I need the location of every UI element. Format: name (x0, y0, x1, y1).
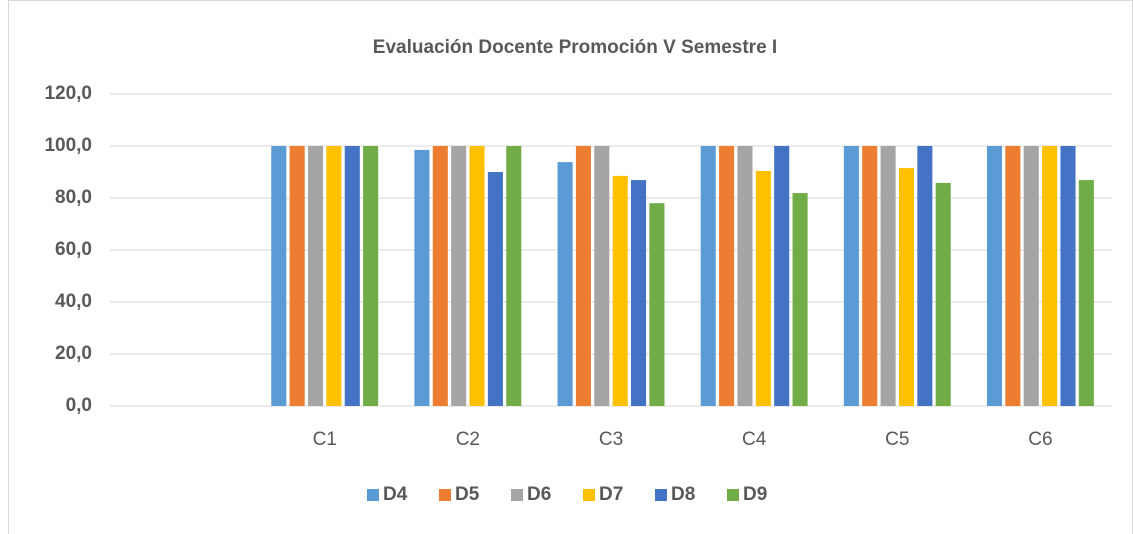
bar (557, 162, 573, 406)
legend-label: D6 (527, 484, 551, 505)
y-tick-label: 60,0 (55, 239, 92, 260)
y-tick-label: 20,0 (55, 343, 92, 364)
bar (1078, 180, 1094, 406)
bar (363, 146, 379, 406)
bar (451, 146, 467, 406)
legend-label: D8 (671, 484, 695, 505)
bar (631, 180, 647, 406)
bar (880, 146, 896, 406)
x-tick-label: C3 (599, 429, 623, 450)
legend-label: D5 (455, 484, 480, 505)
x-tick-label: C4 (742, 429, 767, 450)
x-tick-label: C2 (456, 429, 480, 450)
bar (700, 146, 716, 406)
bar (935, 182, 951, 406)
bar (575, 146, 591, 406)
bar (862, 146, 878, 406)
bar (506, 146, 522, 406)
bar (649, 203, 665, 406)
bar (289, 146, 305, 406)
bar (898, 168, 915, 406)
legend-label: D9 (743, 484, 767, 505)
y-tick-label: 100,0 (44, 135, 92, 156)
legend-swatch (367, 489, 379, 501)
bar (774, 146, 790, 406)
bar (755, 170, 771, 406)
bar (1042, 146, 1058, 406)
x-tick-label: C1 (313, 429, 337, 450)
bar (271, 146, 287, 406)
legend-swatch (511, 489, 523, 501)
bar (326, 146, 342, 406)
y-tick-label: 120,0 (44, 83, 92, 104)
y-tick-label: 0,0 (66, 395, 92, 416)
bar (307, 146, 324, 406)
x-tick-label: C6 (1028, 429, 1052, 450)
bar (612, 175, 628, 406)
legend-label: D7 (599, 484, 623, 505)
bar (469, 146, 485, 406)
legend-swatch (583, 489, 595, 501)
bar (1060, 146, 1076, 406)
y-tick-label: 80,0 (55, 187, 92, 208)
bar (344, 146, 360, 406)
bar (986, 146, 1003, 406)
bar (917, 146, 933, 406)
legend-swatch (655, 489, 667, 501)
x-tick-label: C5 (885, 429, 909, 450)
chart-title: Evaluación Docente Promoción V Semestre … (373, 37, 777, 58)
bar (414, 149, 430, 406)
y-tick-label: 40,0 (55, 291, 92, 312)
bar (792, 193, 808, 406)
legend-swatch (439, 489, 451, 501)
bar (1005, 146, 1021, 406)
bar (487, 172, 503, 406)
legend-swatch (727, 489, 739, 501)
bar (737, 146, 753, 406)
legend-label: D4 (383, 484, 408, 505)
bar (594, 146, 610, 406)
bar (843, 146, 859, 406)
bar (432, 146, 448, 406)
bar (1023, 146, 1039, 406)
bar (719, 146, 735, 406)
